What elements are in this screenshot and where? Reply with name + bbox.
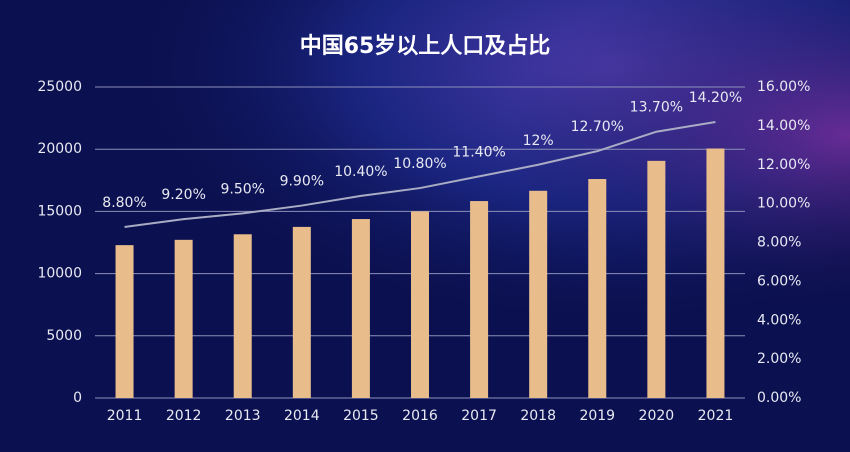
x-tick-label: 2019 xyxy=(579,408,615,424)
data-label: 12% xyxy=(523,133,554,149)
y2-tick-label: 4.00% xyxy=(757,312,801,328)
y2-tick-label: 6.00% xyxy=(757,273,801,289)
y2-tick-label: 10.00% xyxy=(757,196,810,212)
y2-tick-label: 12.00% xyxy=(757,157,810,173)
bar xyxy=(647,160,666,398)
x-tick-label: 2016 xyxy=(402,408,438,424)
y2-tick-label: 14.00% xyxy=(757,118,810,134)
x-tick-label: 2018 xyxy=(520,408,556,424)
y2-tick-label: 16.00% xyxy=(757,79,810,95)
bar xyxy=(292,226,311,398)
bar xyxy=(588,179,607,398)
y-tick-label: 5000 xyxy=(46,328,82,344)
y-tick-label: 10000 xyxy=(37,266,82,282)
x-tick-label: 2013 xyxy=(225,408,261,424)
x-tick-label: 2011 xyxy=(107,408,143,424)
x-tick-label: 2017 xyxy=(461,408,497,424)
data-label: 9.20% xyxy=(161,187,205,203)
data-label: 9.50% xyxy=(220,181,264,197)
bar xyxy=(529,190,548,398)
data-label: 9.90% xyxy=(280,174,324,190)
chart-title: 中国65岁以上人口及占比 xyxy=(300,33,551,59)
data-label: 13.70% xyxy=(630,100,683,116)
bar xyxy=(351,219,370,398)
line xyxy=(124,121,716,228)
bar xyxy=(233,234,252,398)
x-tick-label: 2014 xyxy=(284,408,320,424)
y-tick-label: 20000 xyxy=(37,141,82,157)
data-label: 14.20% xyxy=(689,90,742,106)
x-tick-label: 2021 xyxy=(698,408,734,424)
data-label: 11.40% xyxy=(452,144,505,160)
bar xyxy=(470,201,489,398)
y-tick-label: 0 xyxy=(73,390,82,406)
y2-tick-label: 2.00% xyxy=(757,351,801,367)
bar xyxy=(411,211,429,398)
bar xyxy=(115,245,134,398)
y-tick-label: 25000 xyxy=(37,79,82,95)
y2-tick-label: 8.00% xyxy=(757,235,801,251)
data-label: 8.80% xyxy=(102,195,146,211)
bar xyxy=(174,239,193,398)
y-tick-label: 15000 xyxy=(37,203,82,219)
y2-tick-label: 0.00% xyxy=(757,390,801,406)
x-tick-label: 2012 xyxy=(166,408,202,424)
data-label: 10.40% xyxy=(334,164,387,180)
data-label: 10.80% xyxy=(393,156,446,172)
x-tick-label: 2015 xyxy=(343,408,379,424)
bar xyxy=(706,148,725,398)
data-label: 12.70% xyxy=(571,119,624,135)
x-tick-label: 2020 xyxy=(639,408,675,424)
